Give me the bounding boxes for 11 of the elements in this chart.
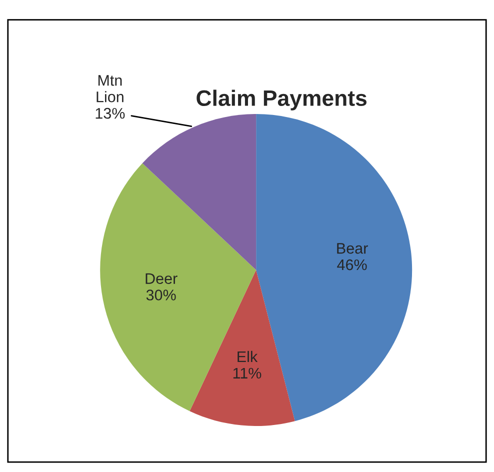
- slice-label: Mtn Lion: [96, 75, 124, 102]
- pie-slice: [190, 270, 295, 426]
- slice-label: Bear: [337, 243, 368, 254]
- pie-slice: [142, 114, 256, 270]
- data-label: 11%: [233, 368, 262, 379]
- data-label: 46%: [337, 259, 367, 270]
- data-label: 13%: [96, 108, 125, 119]
- text: Claim Payments: [196, 90, 367, 110]
- slice-label: Deer: [146, 273, 178, 284]
- data-label: 30%: [146, 290, 176, 300]
- slice-label: Elk: [238, 350, 258, 362]
